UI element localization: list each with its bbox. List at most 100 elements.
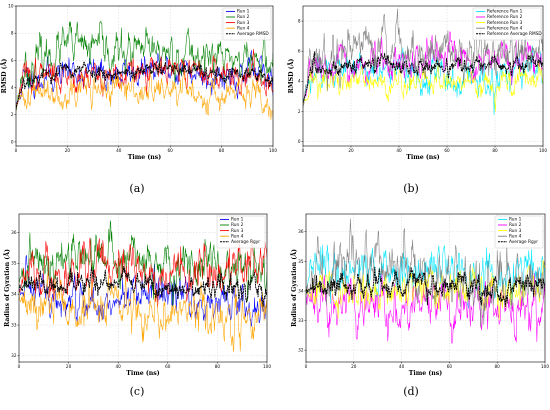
x-tick-label: 60 (165, 364, 171, 369)
legend-entry: Run 3 (509, 228, 522, 234)
legend-box (472, 7, 542, 41)
y-tick-label: 2 (298, 109, 301, 114)
legend-entry: Average Rgyr (231, 239, 260, 245)
legend-entry: Run 4 (509, 233, 522, 239)
x-tick-label: 80 (215, 364, 221, 369)
y-tick-label: 34 (298, 288, 304, 293)
x-tick-label: 80 (219, 148, 225, 153)
legend-entry: Reference Run 2 (487, 14, 523, 20)
x-tick-label: 100 (541, 364, 549, 369)
y-tick-label: 6 (298, 49, 301, 54)
axes-frame (18, 213, 268, 363)
x-tick-label: 40 (116, 148, 122, 153)
y-tick-label: 8 (298, 18, 301, 23)
y-tick-label: 33 (11, 322, 17, 327)
x-tick-label: 40 (396, 148, 402, 153)
y-tick-label: 10 (8, 3, 14, 8)
legend-entry: Run 4 (231, 233, 244, 239)
panel-label-a: (a) (129, 182, 144, 195)
series-line-3 (303, 60, 543, 112)
x-axis-label: Time (ns) (406, 154, 440, 161)
axes-frame (305, 213, 546, 363)
x-tick-label: 20 (351, 364, 357, 369)
legend-entry: Average RMSD (237, 31, 269, 37)
y-tick-label: 4 (298, 79, 301, 84)
legend-box (216, 215, 266, 249)
y-axis-label: Radius of Gyration (Å) (3, 249, 11, 327)
legend-entry: Reference Run 4 (487, 25, 523, 31)
y-axis-label: RMSD (Å) (287, 59, 295, 94)
legend-entry: Run 2 (231, 222, 244, 228)
x-tick-label: 20 (66, 364, 72, 369)
y-axis-label: RMSD (Å) (0, 59, 8, 94)
x-tick-label: 0 (305, 364, 308, 369)
x-tick-label: 60 (444, 148, 450, 153)
panel-label-c: (c) (130, 385, 145, 398)
axes-frame (15, 5, 274, 147)
chart-panel-c: 0 20 40 60 80 100 32 33 34 35 36 Time (ns) Radius of… (3, 213, 271, 377)
x-axis-label: Time (ns) (126, 370, 160, 377)
x-tick-label: 40 (399, 364, 405, 369)
legend-entry: Average Rgyr (509, 239, 538, 245)
x-tick-label: 0 (18, 364, 21, 369)
y-tick-label: 35 (11, 261, 17, 266)
series-group (306, 218, 545, 344)
legend-entry: Run 2 (509, 222, 522, 228)
x-tick-label: 20 (348, 148, 354, 153)
series-line-5 (16, 61, 273, 108)
legend-entry: Run 1 (237, 9, 250, 15)
x-tick-label: 60 (168, 148, 174, 153)
series-line-2 (16, 20, 273, 111)
series-group (16, 20, 273, 120)
series-line-5 (306, 266, 545, 308)
y-tick-label: 33 (298, 318, 304, 323)
legend-entry: Run 2 (237, 14, 250, 20)
x-tick-label: 60 (447, 364, 453, 369)
x-tick-label: 0 (302, 148, 305, 153)
y-tick-label: 34 (11, 292, 17, 297)
legend-entry: Reference Average RMSD (487, 31, 542, 37)
chart-panel-a: 0 20 40 60 80 100 0 2 4 6 8 10 Time (ns) RMSD (Å) Run … (0, 3, 277, 161)
y-tick-label: 8 (11, 31, 14, 36)
series-line-2 (306, 272, 545, 344)
legend-entry: Run 4 (237, 25, 250, 31)
y-tick-label: 32 (298, 348, 304, 353)
panel-label-d: (d) (403, 385, 419, 398)
y-tick-label: 0 (298, 139, 301, 144)
y-tick-label: 35 (298, 259, 304, 264)
series-group (19, 220, 267, 352)
legend-box (494, 215, 544, 249)
x-tick-label: 100 (539, 148, 547, 153)
x-tick-label: 40 (116, 364, 122, 369)
chart-panel-d: 0 20 40 60 80 100 32 33 34 35 36 Time (ns) Radius of… (290, 213, 549, 377)
legend-box (222, 7, 272, 41)
series-line-3 (16, 48, 273, 110)
y-tick-label: 36 (11, 230, 17, 235)
y-tick-label: 2 (11, 112, 14, 117)
legend-entry: Run 3 (237, 20, 250, 26)
series-line-5 (19, 266, 267, 307)
x-tick-label: 100 (263, 364, 271, 369)
legend-entry: Run 1 (509, 217, 522, 223)
legend-entry: Run 1 (231, 217, 244, 223)
y-tick-label: 32 (11, 353, 17, 358)
axes-frame (302, 5, 544, 147)
chart-panel-b: 0 20 40 60 80 100 0 2 4 6 8 Time (ns) RMSD (Å) Refere… (287, 5, 547, 161)
y-tick-label: 4 (11, 85, 14, 90)
y-tick-label: 6 (11, 58, 14, 63)
x-tick-label: 100 (269, 148, 277, 153)
legend-entry: Run 3 (231, 228, 244, 234)
legend-entry: Reference Run 1 (487, 9, 523, 15)
x-tick-label: 0 (15, 148, 18, 153)
legend-entry: Reference Run 3 (487, 20, 523, 26)
x-axis-label: Time (ns) (128, 154, 162, 161)
series-line-5 (303, 51, 543, 104)
series-line-4 (16, 70, 273, 120)
y-tick-label: 36 (298, 229, 304, 234)
x-axis-label: Time (ns) (409, 370, 443, 377)
